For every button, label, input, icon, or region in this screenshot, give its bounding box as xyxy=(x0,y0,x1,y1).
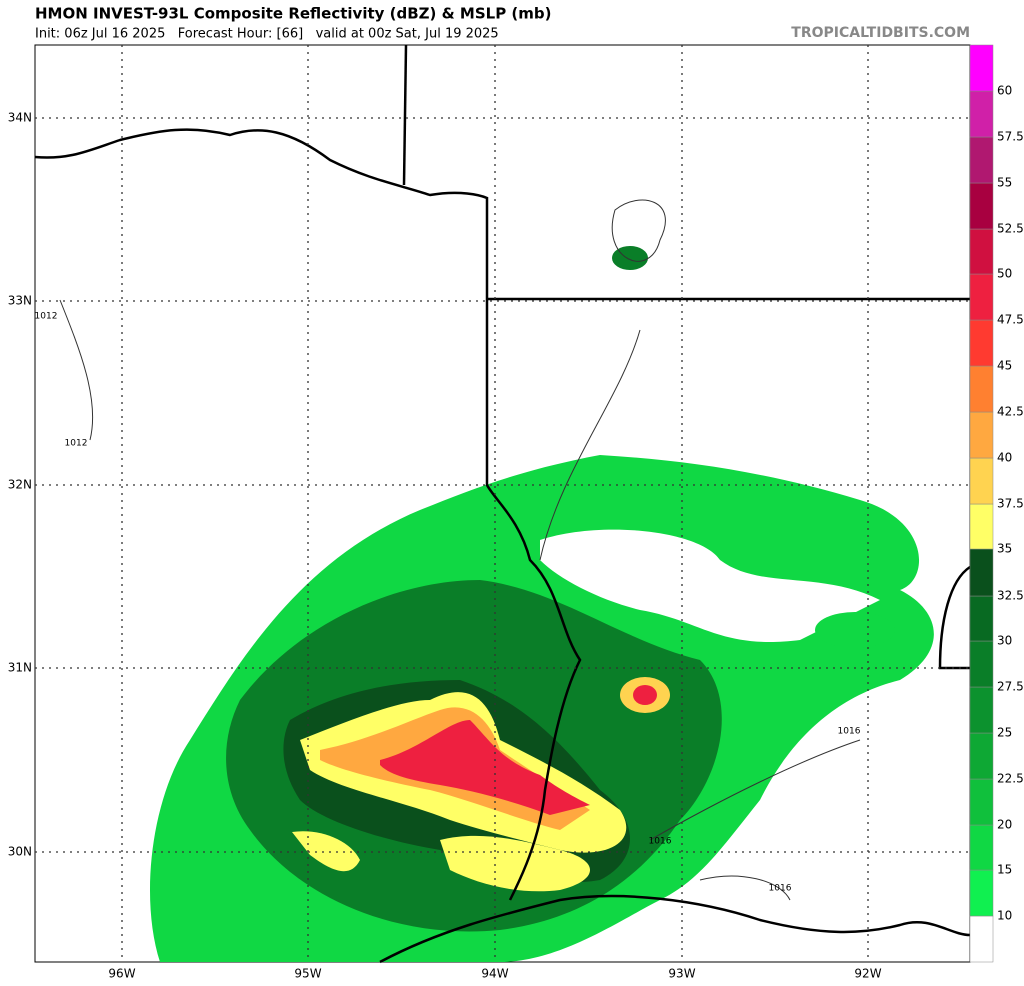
colorbar-bin xyxy=(969,548,994,597)
colorbar-label: 35 xyxy=(997,542,1012,556)
lon-label: 94W xyxy=(481,967,508,981)
isobar-label: 1012 xyxy=(35,312,58,322)
colorbar-bin xyxy=(969,411,994,459)
colorbar-label: 20 xyxy=(997,818,1012,832)
colorbar-label: 42.5 xyxy=(997,405,1024,419)
colorbar-label: 50 xyxy=(997,267,1012,281)
map: 34N 33N 32N 31N 30N 96W 95W 94W 93W 92W 1012 1012 10… xyxy=(8,44,971,981)
colorbar-label: 45 xyxy=(997,359,1012,373)
isobars xyxy=(59,199,861,901)
lat-label: 31N xyxy=(8,661,32,675)
credit: TROPICALTIDBITS.COM xyxy=(791,25,970,41)
colorbar-bin xyxy=(969,457,994,505)
colorbar-bin xyxy=(969,90,994,138)
colorbar-label: 25 xyxy=(997,726,1012,740)
colorbar-label: 10 xyxy=(997,909,1012,923)
isobar-label: 1016 xyxy=(769,884,792,894)
colorbar-bin xyxy=(969,824,994,871)
colorbar-bin xyxy=(969,595,994,642)
lon-label: 96W xyxy=(108,967,135,981)
colorbar-label: 47.5 xyxy=(997,313,1024,327)
colorbar-label: 37.5 xyxy=(997,497,1024,511)
colorbar-bin xyxy=(969,182,994,230)
colorbar-label: 57.5 xyxy=(997,130,1024,144)
lon-label: 93W xyxy=(668,967,695,981)
borders xyxy=(34,44,971,964)
lat-label: 33N xyxy=(8,294,32,308)
lon-label: 95W xyxy=(294,967,321,981)
colorbar-bin xyxy=(969,778,994,826)
colorbar-bin xyxy=(969,136,994,184)
lat-label: 32N xyxy=(8,478,32,492)
colorbar-label: 60 xyxy=(997,84,1012,98)
colorbar-bin xyxy=(969,640,994,688)
colorbar-bin xyxy=(969,228,994,275)
colorbar-bin xyxy=(969,44,994,92)
colorbar-bin xyxy=(969,273,994,321)
colorbar-label: 27.5 xyxy=(997,680,1024,694)
colorbar-bin xyxy=(969,365,994,413)
colorbar-label: 22.5 xyxy=(997,772,1024,786)
colorbar-label: 32.5 xyxy=(997,589,1024,603)
colorbar-label: 30 xyxy=(997,634,1012,648)
subtitle: Init: 06z Jul 16 2025 Forecast Hour: [66… xyxy=(35,27,499,42)
colorbar-bin xyxy=(969,915,994,963)
lat-label: 30N xyxy=(8,845,32,859)
colorbar-bin xyxy=(969,869,994,917)
isobar-label: 1016 xyxy=(838,727,861,737)
colorbar-bin xyxy=(969,503,994,550)
title: HMON INVEST-93L Composite Reflectivity (… xyxy=(35,5,552,23)
reflectivity xyxy=(150,246,934,962)
isobar-label: 1012 xyxy=(65,439,88,449)
colorbar-label: 15 xyxy=(997,863,1012,877)
colorbar-bin xyxy=(969,686,994,734)
lon-label: 92W xyxy=(854,967,881,981)
grid: 34N 33N 32N 31N 30N 96W 95W 94W 93W 92W 1012 1012 10… xyxy=(8,45,970,981)
colorbar-bin xyxy=(969,732,994,780)
colorbar-bin xyxy=(969,319,994,367)
colorbar-label: 40 xyxy=(997,451,1012,465)
colorbar: 10 15 20 22.5 25 27.5 30 32.5 35 37.5 40 42.5 45 47.5… xyxy=(969,44,1024,963)
colorbar-label: 55 xyxy=(997,176,1012,190)
isobar-label: 1016 xyxy=(649,837,672,847)
lat-label: 34N xyxy=(8,111,32,125)
colorbar-label: 52.5 xyxy=(997,222,1024,236)
